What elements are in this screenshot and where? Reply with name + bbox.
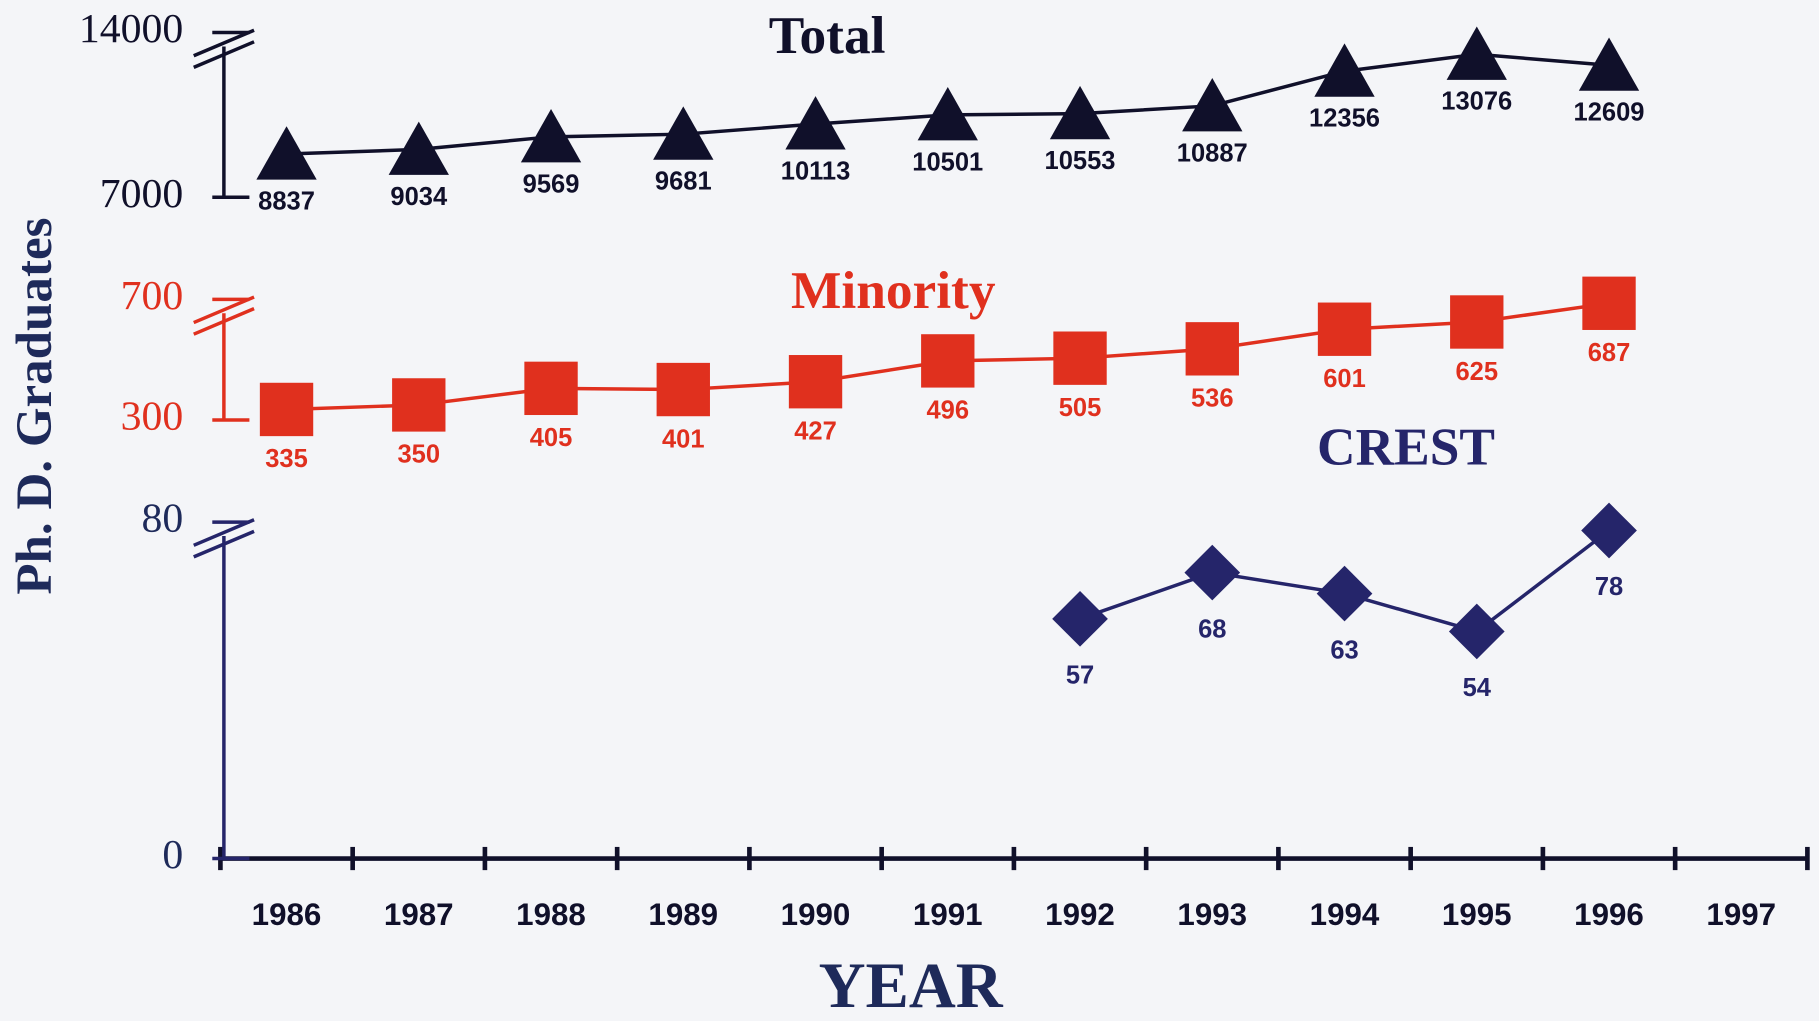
y-axis-label: Ph. D. Graduates bbox=[7, 218, 63, 595]
marker bbox=[656, 362, 710, 417]
marker bbox=[785, 96, 846, 150]
marker bbox=[917, 87, 978, 141]
marker bbox=[1049, 85, 1111, 140]
x-tick-label: 1986 bbox=[252, 897, 322, 932]
x-tick-label: 1987 bbox=[384, 897, 454, 932]
data-label: 427 bbox=[794, 417, 837, 445]
marker bbox=[1581, 502, 1637, 559]
series-title: CREST bbox=[1317, 417, 1495, 477]
marker bbox=[1582, 276, 1636, 330]
data-label: 57 bbox=[1066, 662, 1094, 690]
data-label: 401 bbox=[662, 425, 705, 453]
data-label: 54 bbox=[1463, 674, 1492, 702]
data-label: 13076 bbox=[1441, 88, 1512, 116]
marker bbox=[1184, 544, 1241, 601]
data-label: 9681 bbox=[655, 168, 712, 196]
marker bbox=[259, 382, 314, 437]
x-tick-label: 1997 bbox=[1706, 897, 1776, 932]
data-label: 8837 bbox=[258, 188, 315, 216]
x-axis-label: YEAR bbox=[819, 950, 1004, 1021]
data-label: 505 bbox=[1059, 394, 1102, 422]
marker bbox=[653, 106, 714, 160]
marker bbox=[1182, 77, 1243, 132]
axis-break bbox=[193, 28, 255, 69]
y-tick-label: 700 bbox=[121, 273, 184, 319]
marker bbox=[1578, 37, 1640, 91]
y-tick-label: 80 bbox=[142, 496, 184, 542]
marker bbox=[392, 378, 446, 432]
data-label: 350 bbox=[397, 441, 440, 469]
x-tick-label: 1991 bbox=[913, 897, 983, 932]
data-label: 9034 bbox=[390, 183, 448, 211]
data-label: 10113 bbox=[781, 157, 851, 185]
y-tick-label: 14000 bbox=[79, 6, 183, 52]
data-label: 536 bbox=[1191, 385, 1234, 413]
x-tick-label: 1990 bbox=[781, 897, 851, 932]
data-label: 405 bbox=[530, 424, 573, 452]
series-title: Total bbox=[769, 5, 886, 65]
data-label: 625 bbox=[1455, 358, 1498, 386]
y-tick-label: 0 bbox=[162, 832, 183, 878]
marker bbox=[921, 334, 975, 388]
marker bbox=[256, 126, 317, 180]
data-label: 335 bbox=[265, 445, 308, 473]
y-tick-label: 7000 bbox=[100, 171, 184, 217]
x-tick-label: 1992 bbox=[1045, 897, 1115, 932]
x-tick-label: 1989 bbox=[648, 897, 718, 932]
marker bbox=[1446, 26, 1507, 80]
data-label: 10501 bbox=[912, 148, 983, 176]
data-label: 68 bbox=[1198, 615, 1226, 643]
marker bbox=[1448, 603, 1505, 660]
marker bbox=[788, 355, 843, 409]
marker bbox=[520, 108, 582, 163]
data-label: 687 bbox=[1588, 339, 1631, 367]
marker bbox=[388, 121, 449, 175]
marker bbox=[1317, 302, 1372, 356]
marker bbox=[1052, 590, 1108, 647]
x-tick-label: 1993 bbox=[1177, 897, 1247, 932]
x-tick-label: 1994 bbox=[1310, 897, 1380, 932]
data-label: 10553 bbox=[1045, 147, 1116, 175]
x-tick-label: 1995 bbox=[1442, 897, 1512, 932]
marker bbox=[1450, 295, 1504, 349]
y-tick-label: 300 bbox=[121, 394, 184, 440]
axis-break bbox=[193, 295, 255, 336]
data-label: 496 bbox=[926, 397, 969, 425]
x-tick-label: 1996 bbox=[1574, 897, 1644, 932]
data-label: 10887 bbox=[1177, 139, 1248, 167]
data-label: 12356 bbox=[1309, 105, 1380, 133]
data-label: 63 bbox=[1330, 636, 1358, 664]
axis-break bbox=[193, 518, 255, 559]
data-label: 78 bbox=[1595, 573, 1623, 601]
marker bbox=[1053, 331, 1107, 385]
marker bbox=[1314, 43, 1375, 97]
data-label: 9569 bbox=[523, 170, 580, 198]
x-tick-label: 1988 bbox=[516, 897, 586, 932]
marker bbox=[524, 361, 578, 416]
data-label: 12609 bbox=[1574, 99, 1645, 127]
marker bbox=[1185, 322, 1239, 376]
data-label: 601 bbox=[1323, 365, 1366, 393]
marker bbox=[1316, 565, 1373, 622]
series-title: Minority bbox=[791, 260, 996, 320]
